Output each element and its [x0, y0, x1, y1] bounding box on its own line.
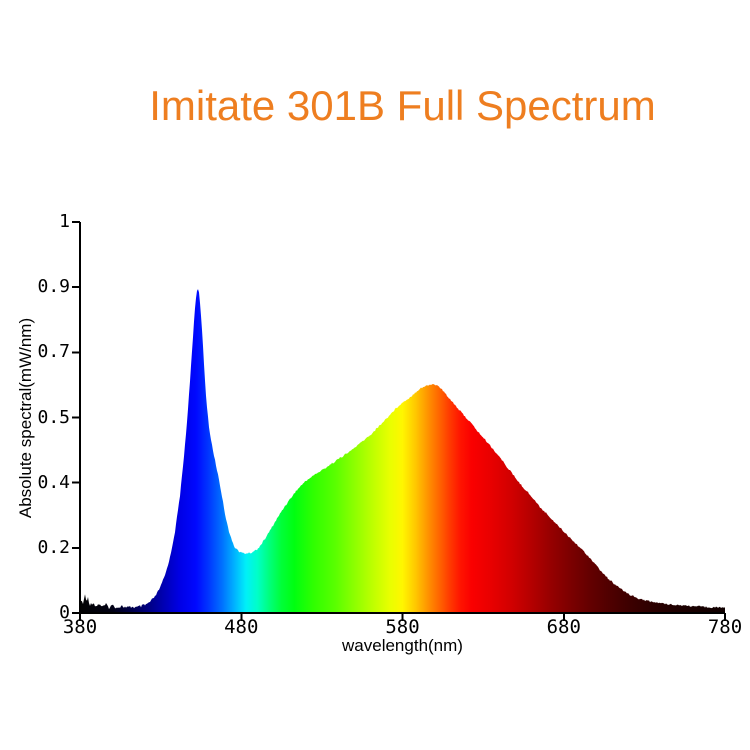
- y-tick-label: 0.2: [37, 536, 70, 558]
- x-tick-label: 680: [546, 616, 581, 638]
- x-tick-label: 480: [224, 616, 259, 638]
- y-tick-label: 0.5: [37, 406, 70, 428]
- y-tick-label: 0: [59, 602, 70, 623]
- y-tick-label: 0.9: [37, 276, 70, 298]
- chart-title: Imitate 301B Full Spectrum: [149, 82, 656, 129]
- x-tick-label: 380: [62, 616, 98, 638]
- spectrum-area: [80, 289, 725, 613]
- y-tick-label: 0.7: [37, 341, 70, 363]
- x-tick-label: 580: [385, 616, 420, 638]
- y-tick-label: 0.4: [37, 471, 70, 493]
- x-axis-title: wavelength(nm): [342, 636, 463, 655]
- y-tick-label: 1: [59, 211, 70, 232]
- x-tick-label: 780: [707, 616, 743, 638]
